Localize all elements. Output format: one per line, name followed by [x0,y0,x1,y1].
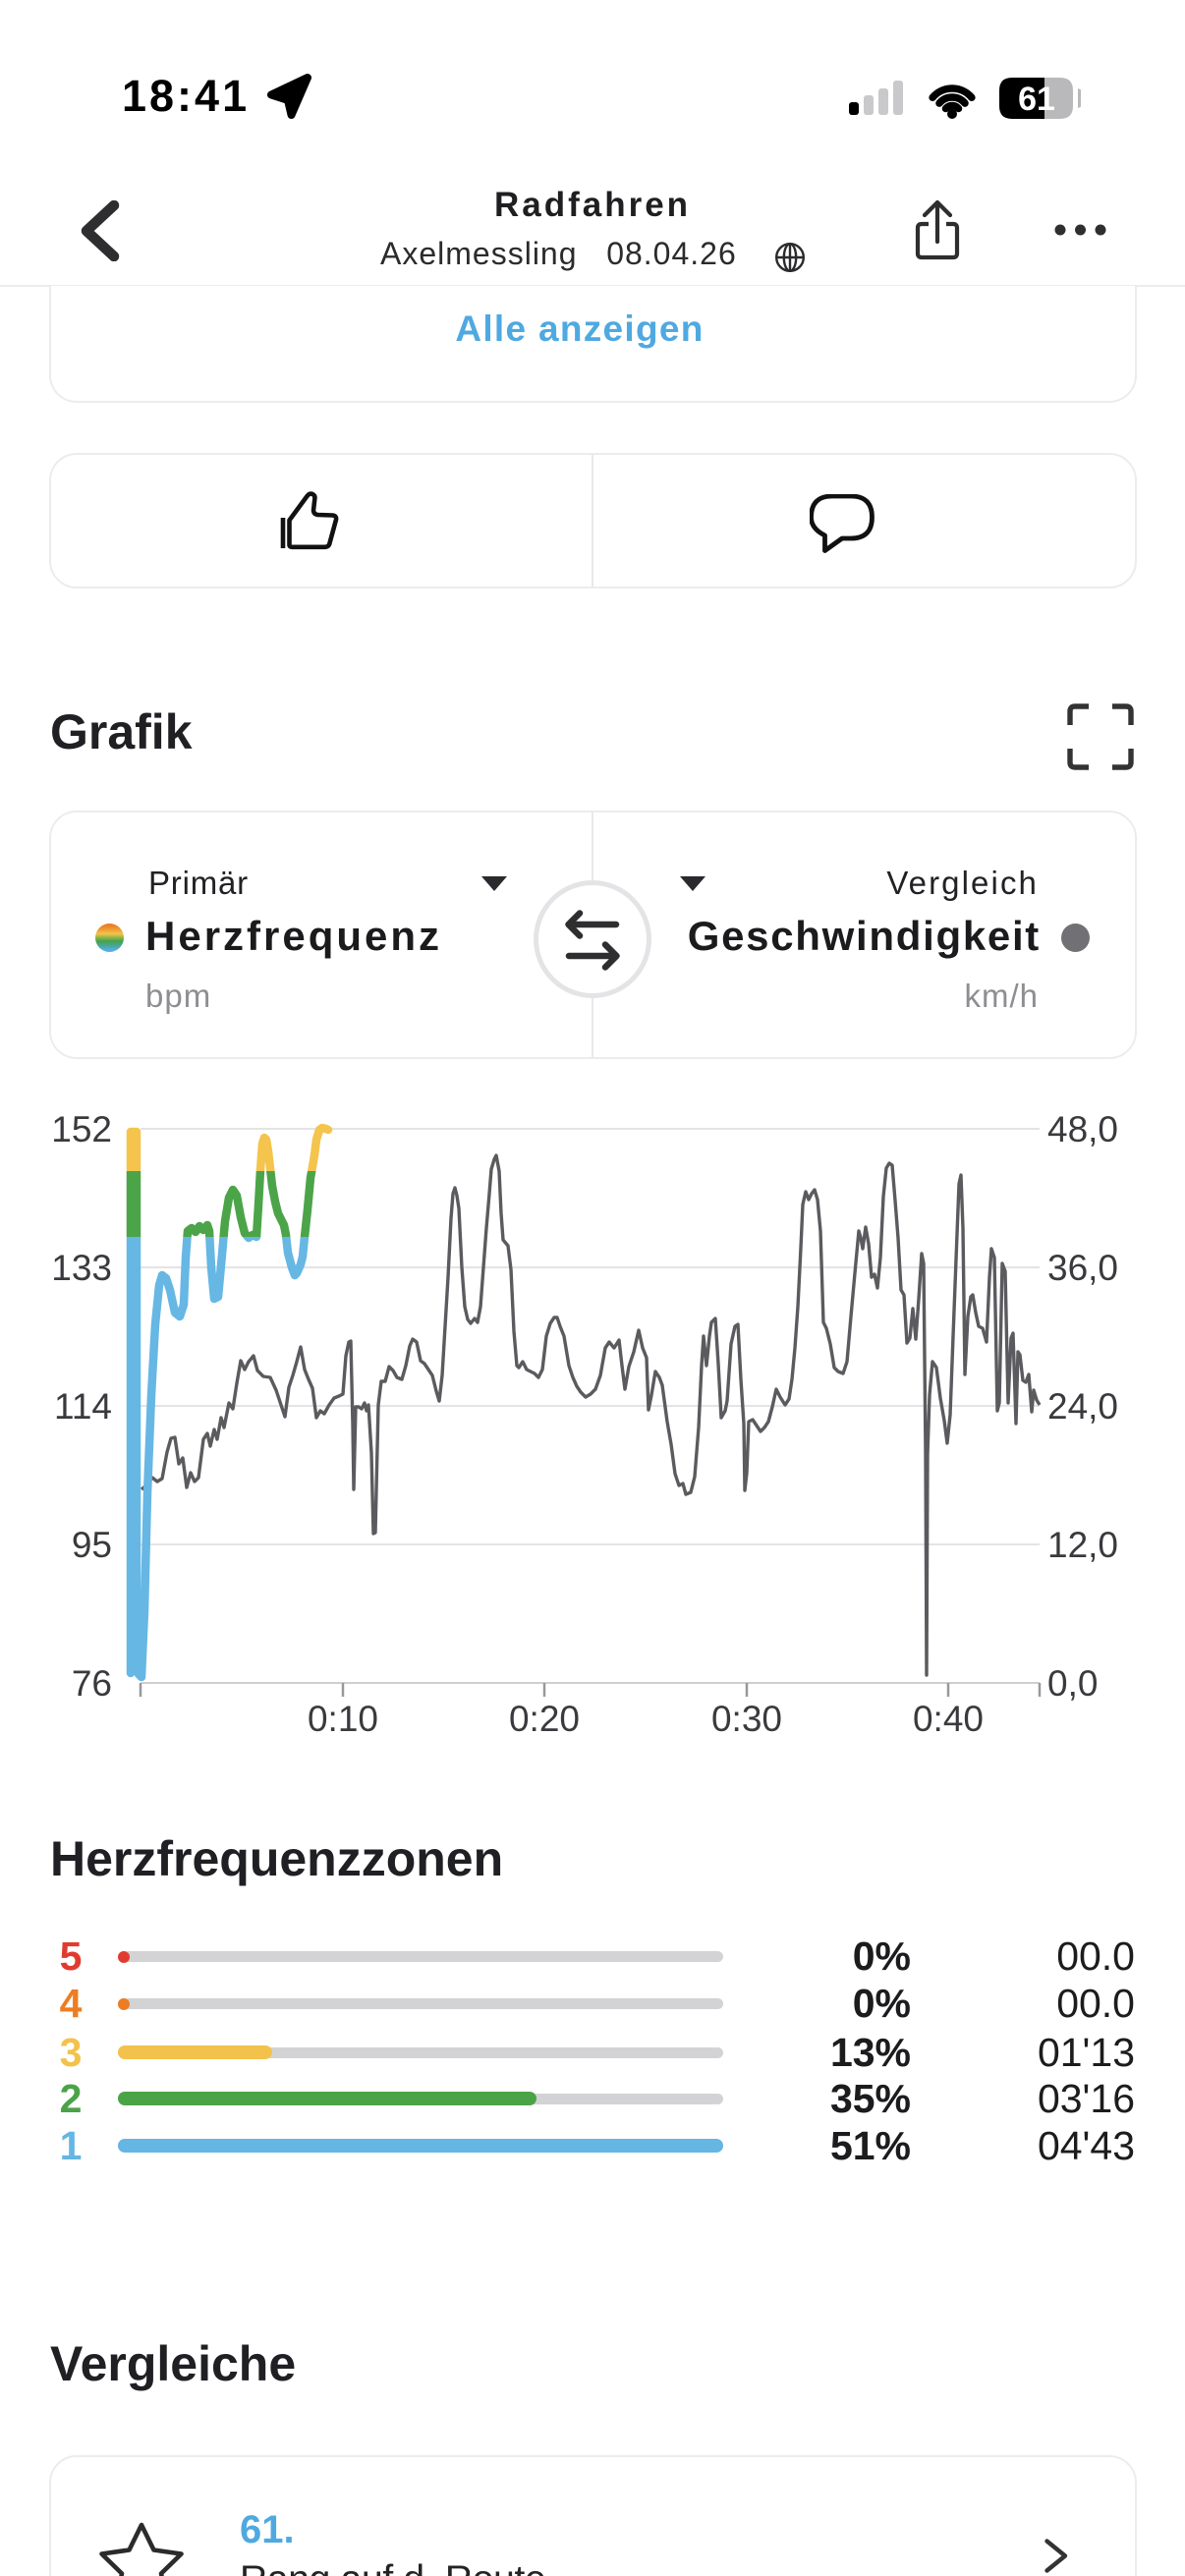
svg-text:76: 76 [72,1663,112,1704]
svg-text:0:20: 0:20 [509,1699,580,1739]
svg-text:61: 61 [1018,81,1055,118]
svg-text:0,0: 0,0 [1047,1663,1098,1704]
svg-text:36,0: 36,0 [1047,1248,1118,1288]
svg-text:152: 152 [51,1109,112,1149]
svg-text:0:10: 0:10 [308,1699,378,1739]
svg-text:0:40: 0:40 [913,1699,984,1739]
svg-text:12,0: 12,0 [1047,1525,1118,1565]
svg-text:114: 114 [54,1386,112,1427]
svg-text:24,0: 24,0 [1047,1386,1118,1427]
svg-text:133: 133 [51,1248,112,1288]
svg-text:0:30: 0:30 [711,1699,782,1739]
svg-text:95: 95 [72,1525,112,1565]
svg-text:48,0: 48,0 [1047,1109,1118,1149]
